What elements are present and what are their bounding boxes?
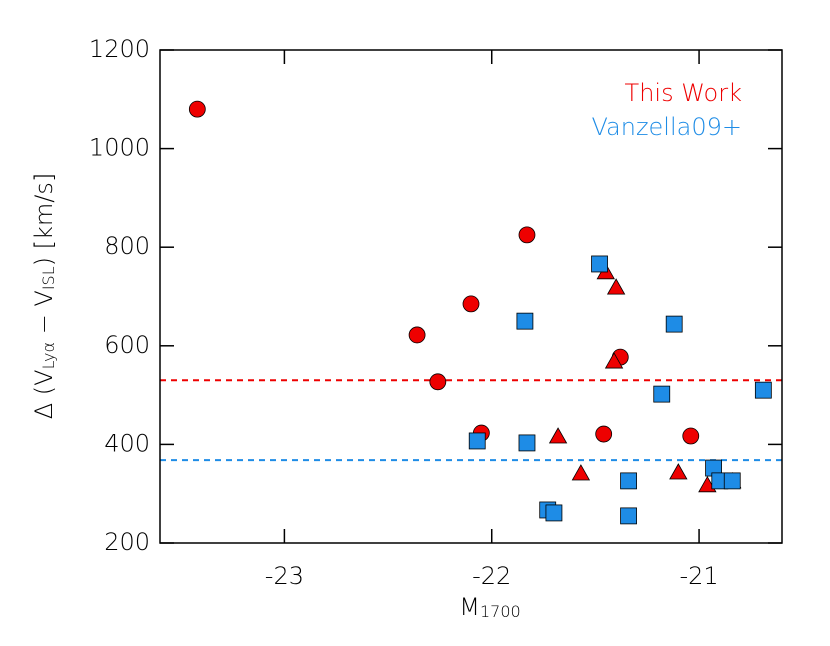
point (518, 434, 536, 452)
point (429, 373, 447, 391)
point (669, 463, 688, 480)
y-tick-label: 800 (104, 232, 150, 260)
y-tick-label: 600 (104, 331, 150, 359)
point (606, 278, 626, 295)
point (408, 326, 426, 344)
y-axis-label: Δ (VLyα − VISL) [km/s] (30, 173, 58, 419)
y-label-part: − V (30, 290, 58, 342)
point (571, 464, 591, 481)
x-tick-label: -22 (472, 562, 511, 590)
point (723, 472, 741, 490)
legend-label: Vanzella09+ (591, 113, 742, 141)
point (604, 352, 624, 369)
point (595, 425, 613, 443)
point (518, 226, 536, 244)
point (468, 432, 486, 450)
y-tick-label: 1200 (89, 35, 150, 63)
point (516, 312, 534, 330)
point (591, 255, 608, 273)
point (188, 100, 206, 118)
y-label-sub: Lyα (39, 342, 58, 369)
point (620, 472, 637, 490)
point (754, 381, 772, 399)
point (653, 385, 671, 403)
point (620, 507, 637, 525)
point (545, 504, 563, 522)
x-label-main: M (459, 593, 480, 621)
x-label-sub: 1700 (480, 602, 521, 621)
legend-label: This Work (625, 79, 743, 107)
plot-frame (159, 49, 783, 544)
x-tick-label: -21 (679, 562, 718, 590)
y-label-sub: ISL (39, 266, 58, 290)
point (462, 295, 480, 313)
y-label-part: ) [km/s] (30, 173, 58, 267)
point (548, 427, 568, 444)
y-tick-label: 200 (104, 528, 150, 556)
y-tick-label: 400 (104, 429, 150, 457)
point (682, 427, 700, 445)
x-axis-label: M1700 (459, 593, 520, 621)
point (665, 315, 683, 333)
x-tick-label: -23 (265, 562, 304, 590)
y-tick-label: 1000 (89, 134, 150, 162)
y-label-part: Δ (V (30, 369, 58, 419)
